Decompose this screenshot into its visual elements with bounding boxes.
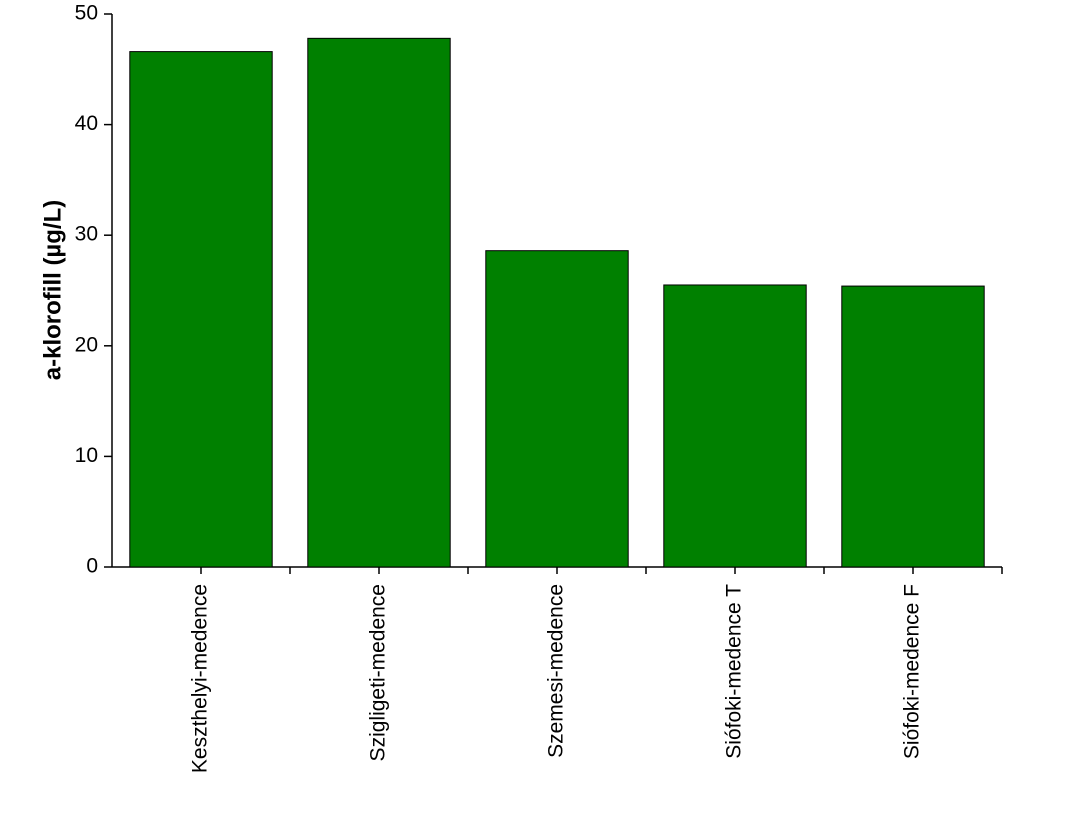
x-tick-label: Szemesi-medence (545, 584, 568, 758)
bar (307, 37, 451, 568)
x-tick-label: Keszthelyi-medence (189, 584, 212, 773)
y-tick-label: 10 (75, 444, 98, 467)
y-tick-label: 0 (86, 555, 98, 578)
bar (841, 285, 985, 568)
x-tick-label: Szigligeti-medence (367, 584, 390, 761)
bar (485, 250, 629, 568)
x-tick-label: Siófoki-medence F (901, 584, 924, 759)
bar (663, 284, 807, 568)
y-tick-label: 40 (75, 112, 98, 135)
y-axis-label: a-klorofill (µg/L) (39, 200, 66, 380)
y-tick-label: 30 (75, 223, 98, 246)
x-tick-label: Siófoki-medence T (723, 584, 746, 759)
bar (129, 51, 273, 568)
y-tick-label: 50 (75, 2, 98, 25)
y-tick-label: 20 (75, 333, 98, 356)
